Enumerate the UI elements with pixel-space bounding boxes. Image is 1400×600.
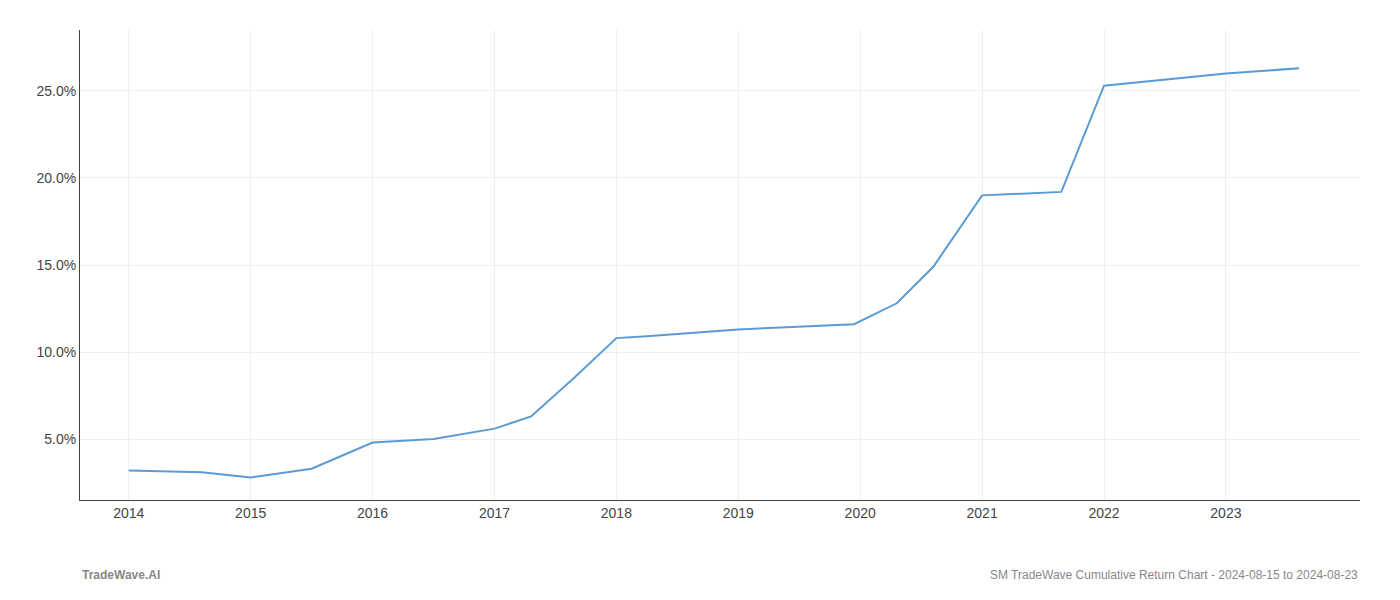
svg-text:SM TradeWave Cumulative Return: SM TradeWave Cumulative Return Chart - 2…	[990, 568, 1358, 582]
svg-text:2018: 2018	[601, 505, 632, 521]
svg-text:TradeWave.AI: TradeWave.AI	[82, 568, 160, 582]
svg-text:2019: 2019	[723, 505, 754, 521]
svg-text:15.0%: 15.0%	[36, 257, 76, 273]
svg-text:2020: 2020	[845, 505, 876, 521]
svg-text:2014: 2014	[113, 505, 144, 521]
svg-text:2015: 2015	[235, 505, 266, 521]
svg-text:25.0%: 25.0%	[36, 83, 76, 99]
svg-text:5.0%: 5.0%	[44, 431, 76, 447]
svg-text:2017: 2017	[479, 505, 510, 521]
svg-text:2021: 2021	[967, 505, 998, 521]
svg-text:2016: 2016	[357, 505, 388, 521]
svg-text:2022: 2022	[1088, 505, 1119, 521]
svg-text:20.0%: 20.0%	[36, 170, 76, 186]
svg-text:2023: 2023	[1210, 505, 1241, 521]
svg-text:10.0%: 10.0%	[36, 344, 76, 360]
